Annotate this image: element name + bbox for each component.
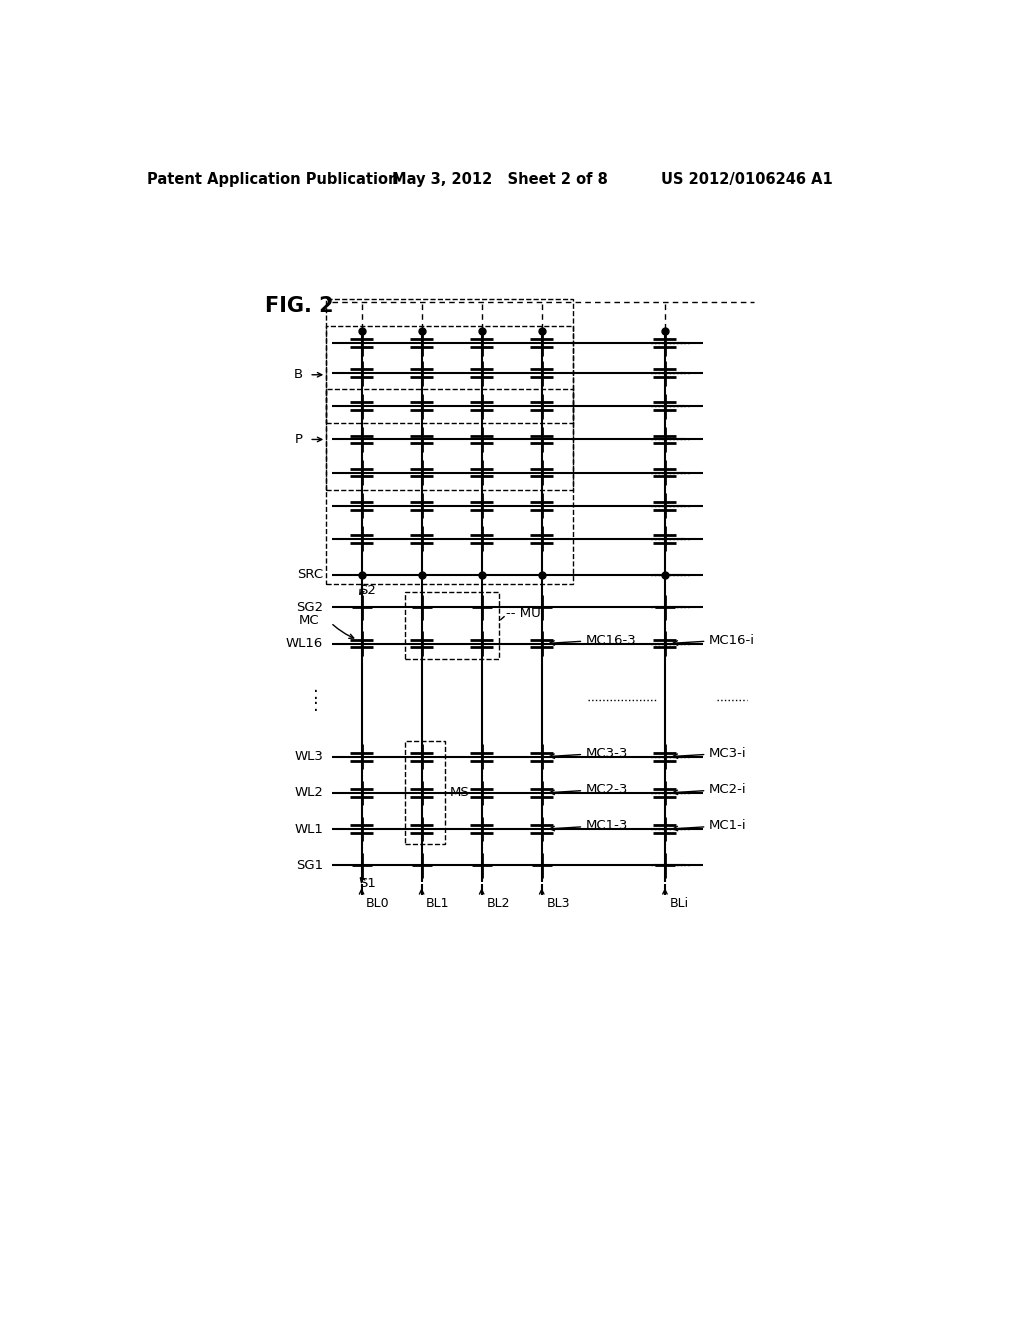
Text: SG1: SG1: [296, 859, 323, 871]
Text: MC3-i: MC3-i: [709, 747, 746, 760]
Text: -- MU: -- MU: [506, 607, 541, 620]
Bar: [404, 742, 444, 845]
Text: :: :: [313, 697, 319, 715]
Text: Patent Application Publication: Patent Application Publication: [147, 172, 398, 186]
Text: B: B: [294, 368, 303, 381]
Text: BL2: BL2: [486, 898, 510, 911]
Text: FIG. 2: FIG. 2: [265, 296, 334, 317]
Text: MS: MS: [450, 787, 469, 800]
Text: BL1: BL1: [426, 898, 450, 911]
Text: MC1-i: MC1-i: [709, 820, 746, 833]
Text: P: P: [295, 433, 303, 446]
Text: ·
·
·: · · ·: [420, 684, 423, 717]
Text: WL16: WL16: [286, 638, 323, 649]
Text: MC16-3: MC16-3: [586, 634, 636, 647]
Text: SG2: SG2: [296, 601, 323, 614]
Text: WL3: WL3: [294, 750, 323, 763]
Bar: [326, 389, 572, 490]
Bar: [404, 591, 499, 659]
Text: US 2012/0106246 A1: US 2012/0106246 A1: [660, 172, 833, 186]
Text: WL2: WL2: [294, 787, 323, 800]
Text: ·
·
·: · · ·: [480, 684, 483, 717]
Bar: [326, 326, 572, 424]
Text: BL3: BL3: [547, 898, 570, 911]
Text: ·
·
·: · · ·: [541, 684, 544, 717]
Text: :: :: [313, 685, 319, 704]
Text: BLi: BLi: [670, 898, 689, 911]
Text: MC: MC: [299, 614, 319, 627]
Text: S1: S1: [359, 878, 376, 890]
Text: MC16-i: MC16-i: [709, 634, 755, 647]
Text: S2: S2: [359, 583, 376, 597]
Text: ·
·
·: · · ·: [360, 684, 364, 717]
Text: BL0: BL0: [367, 898, 390, 911]
Bar: [326, 298, 572, 585]
Text: May 3, 2012   Sheet 2 of 8: May 3, 2012 Sheet 2 of 8: [392, 172, 608, 186]
Text: SRC: SRC: [297, 569, 323, 582]
Text: WL1: WL1: [294, 822, 323, 836]
Text: MC2-3: MC2-3: [586, 783, 628, 796]
Text: MC2-i: MC2-i: [709, 783, 746, 796]
Text: MC1-3: MC1-3: [586, 820, 628, 833]
Text: MC3-3: MC3-3: [586, 747, 628, 760]
